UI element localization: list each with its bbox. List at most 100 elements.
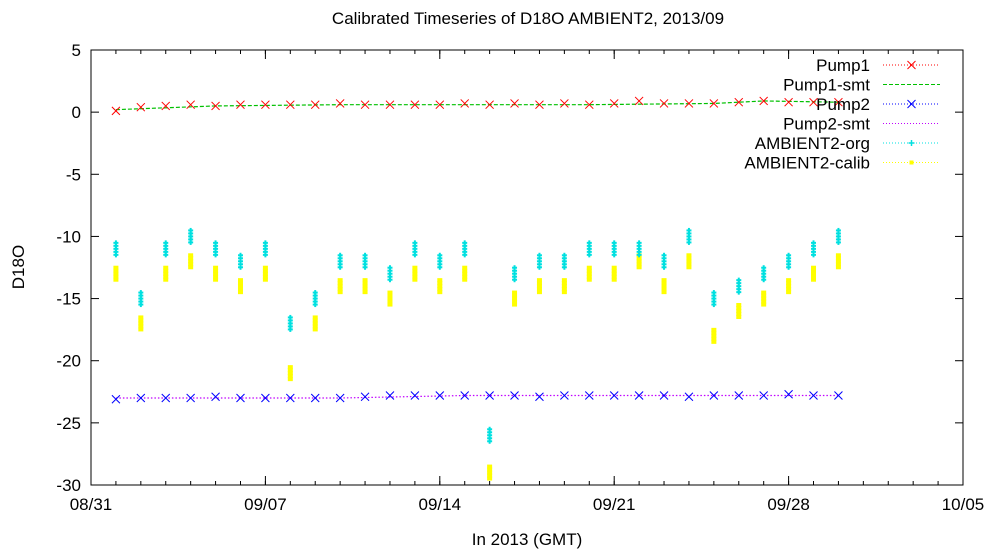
point-pump1 <box>211 101 220 111</box>
point-ambient2-calib <box>561 278 567 295</box>
legend: Pump1Pump1-smtPump2Pump2-smtAMBIENT2-org… <box>744 56 940 173</box>
point-ambient2-org <box>337 252 343 270</box>
point-pump1 <box>659 99 669 108</box>
point-ambient2-calib <box>312 315 318 332</box>
y-tick-label: 0 <box>72 103 81 122</box>
point-pump2 <box>634 391 644 400</box>
point-ambient2-org <box>387 265 393 283</box>
legend-swatch-marker <box>907 99 916 109</box>
y-tick-label: -25 <box>56 414 81 433</box>
point-ambient2-calib <box>586 265 592 282</box>
point-ambient2-org <box>262 240 268 258</box>
point-ambient2-org <box>437 252 443 270</box>
point-ambient2-calib <box>262 265 268 282</box>
point-ambient2-org <box>811 240 817 258</box>
point-pump2 <box>684 392 694 402</box>
y-tick-label: -20 <box>56 352 81 371</box>
point-ambient2-org <box>287 314 293 332</box>
point-pump2 <box>261 393 270 403</box>
point-pump1 <box>709 99 719 108</box>
point-ambient2-calib <box>661 278 667 295</box>
point-pump1 <box>186 100 196 110</box>
y-tick-label: -15 <box>56 290 81 309</box>
point-pump1 <box>734 97 744 107</box>
point-ambient2-org <box>561 252 567 270</box>
y-axis-label: D18O <box>9 245 28 289</box>
point-pump2 <box>460 391 470 400</box>
point-pump2 <box>535 392 544 402</box>
point-pump1 <box>634 96 644 106</box>
point-pump2 <box>310 393 320 403</box>
point-pump2 <box>834 391 843 400</box>
point-pump1 <box>510 99 519 108</box>
point-ambient2-calib <box>711 327 717 344</box>
point-ambient2-org <box>312 290 318 308</box>
y-tick-label: -5 <box>66 165 81 184</box>
y-tick-label: 5 <box>72 41 81 60</box>
point-ambient2-org <box>213 240 219 258</box>
point-ambient2-calib <box>412 265 418 282</box>
point-pump1 <box>410 100 420 110</box>
point-ambient2-calib <box>138 315 144 332</box>
y-tick-label: -30 <box>56 476 81 495</box>
point-ambient2-calib <box>512 290 518 307</box>
point-ambient2-org <box>412 240 418 258</box>
y-axis: 5 0 -5 -10 -15 -20 -25 -30 <box>56 41 963 495</box>
point-pump1 <box>236 100 245 110</box>
point-ambient2-calib <box>686 253 692 270</box>
point-pump1 <box>310 100 320 110</box>
series-line-1 <box>115 100 839 111</box>
point-ambient2-calib <box>387 290 393 307</box>
x-tick-label: 08/31 <box>70 495 113 514</box>
legend-swatch-marker <box>907 60 916 70</box>
point-ambient2-org <box>611 240 617 258</box>
point-pump2 <box>759 391 769 400</box>
point-ambient2-org <box>362 252 368 270</box>
plot-area-frame <box>90 49 964 486</box>
point-ambient2-calib <box>835 253 841 270</box>
point-ambient2-org <box>536 252 542 270</box>
point-ambient2-calib <box>237 278 243 295</box>
point-pump1 <box>385 100 395 110</box>
x-axis-label: In 2013 (GMT) <box>472 530 583 549</box>
point-ambient2-org <box>113 240 119 258</box>
point-ambient2-calib <box>362 278 368 295</box>
point-pump2 <box>410 391 420 400</box>
point-pump1 <box>759 96 769 106</box>
point-ambient2-org <box>512 265 518 283</box>
point-ambient2-org <box>686 227 692 245</box>
point-pump2 <box>734 391 744 400</box>
point-ambient2-org <box>138 290 144 308</box>
point-pump2 <box>236 393 245 403</box>
legend-swatch-marker <box>909 160 914 165</box>
point-ambient2-calib <box>786 278 792 295</box>
point-pump2 <box>659 391 669 400</box>
point-pump1 <box>560 99 569 108</box>
point-pump2 <box>211 392 220 402</box>
point-ambient2-calib <box>611 265 617 282</box>
point-pump1 <box>684 99 694 108</box>
point-ambient2-calib <box>437 278 443 295</box>
point-pump2 <box>136 393 146 403</box>
point-pump2 <box>335 393 345 403</box>
point-pump1 <box>834 97 843 107</box>
x-tick-label: 09/21 <box>593 495 636 514</box>
x-tick-label: 09/28 <box>767 495 810 514</box>
point-ambient2-org <box>761 265 767 283</box>
legend-label: Pump1-smt <box>783 76 870 95</box>
legend-label: AMBIENT2-org <box>755 134 870 153</box>
point-pump1 <box>111 106 121 116</box>
point-ambient2-org <box>736 277 742 295</box>
point-pump1 <box>261 100 270 110</box>
point-pump1 <box>285 100 295 110</box>
point-pump2 <box>186 393 196 403</box>
point-pump2 <box>510 391 519 400</box>
legend-label: Pump2 <box>816 95 870 114</box>
point-pump1 <box>435 100 445 110</box>
legend-label: AMBIENT2-calib <box>744 154 870 173</box>
point-ambient2-org <box>661 252 667 270</box>
point-ambient2-org <box>487 426 493 444</box>
series-line-3 <box>115 394 839 399</box>
legend-label: Pump2-smt <box>783 115 870 134</box>
